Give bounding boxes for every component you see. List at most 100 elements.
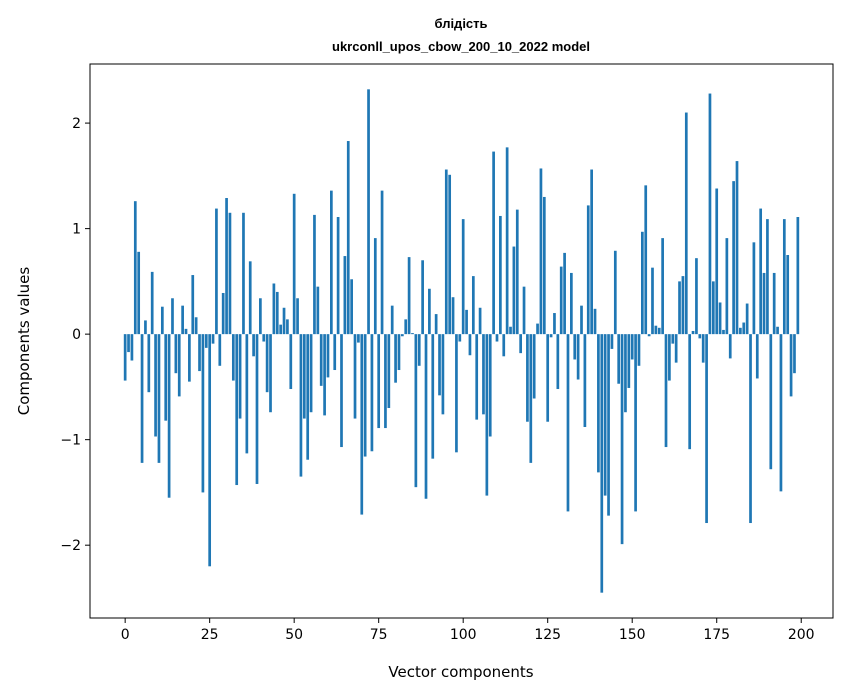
bar-87 [417,334,421,366]
bar-100 [461,219,465,335]
x-tick-label: 0 [121,627,130,643]
bar-5 [140,334,144,463]
bar-50 [292,193,296,335]
bar-44 [272,283,276,335]
bar-70 [360,334,364,515]
bar-8 [150,271,154,335]
bar-157 [654,325,658,335]
x-tick-label: 75 [370,627,388,643]
bar-18 [184,328,188,335]
bar-199 [796,217,800,335]
bar-146 [617,334,621,384]
bar-166 [684,112,688,335]
bar-14 [171,298,174,335]
bar-127 [553,313,556,335]
bar-116 [515,209,519,335]
bar-94 [441,334,445,415]
bar-123 [539,168,543,335]
bar-152 [637,334,641,366]
bar-78 [387,334,391,409]
bar-148 [624,334,627,413]
bar-124 [542,196,546,335]
bar-137 [586,205,590,335]
bar-165 [681,276,685,335]
bar-59 [323,334,326,416]
x-tick-label: 175 [703,627,730,643]
bar-65 [343,256,347,335]
bar-58 [319,334,323,386]
bar-48 [286,319,289,335]
bar-113 [505,147,509,335]
bar-177 [722,329,725,335]
bar-81 [397,334,401,371]
bar-140 [597,334,600,473]
bar-97 [451,297,455,335]
x-tick-label: 50 [285,627,303,643]
x-tick-label: 125 [534,627,561,643]
bar-1 [127,334,130,353]
chart-title-line2: ukrconll_upos_cbow_200_10_2022 model [332,39,590,54]
bar-85 [411,333,414,335]
bar-96 [448,174,452,335]
bar-171 [701,334,705,363]
bar-73 [370,334,374,452]
bar-191 [769,334,773,470]
bar-156 [651,267,654,335]
bars [123,89,800,593]
bar-158 [657,327,661,335]
bar-111 [499,215,502,335]
bar-107 [485,334,489,496]
bar-88 [421,260,424,335]
bar-56 [313,214,316,335]
bar-167 [688,334,692,450]
bar-54 [306,334,310,460]
bar-69 [357,334,360,343]
bar-108 [488,334,492,437]
bar-15 [174,334,178,374]
bar-138 [590,169,593,335]
bar-147 [620,334,624,545]
bar-16 [177,334,181,397]
bar-185 [749,334,752,524]
bar-39 [255,334,259,484]
bar-75 [377,334,381,429]
bar-23 [201,334,205,493]
bar-9 [154,334,157,437]
bar-160 [664,334,668,448]
bar-144 [610,334,614,349]
bar-103 [471,276,475,335]
x-tick-label: 100 [450,627,477,643]
bar-118 [522,286,526,335]
bar-192 [772,272,776,335]
bar-139 [593,308,597,335]
bar-179 [728,334,732,359]
bar-131 [566,334,570,512]
bar-128 [556,334,560,390]
bar-110 [495,334,499,342]
bar-187 [755,334,759,379]
x-tick-label: 200 [788,627,815,643]
bar-71 [363,334,367,457]
bar-135 [580,305,583,335]
bar-21 [194,317,198,335]
bar-188 [759,208,763,335]
bar-72 [367,89,370,335]
bar-25 [208,334,212,567]
bar-104 [475,334,479,420]
bar-122 [536,323,539,335]
bar-12 [164,334,168,421]
bar-62 [333,334,337,371]
bar-45 [275,291,279,335]
bar-106 [482,334,485,415]
bar-176 [718,302,722,335]
bar-90 [428,288,431,335]
bar-195 [782,219,786,335]
bar-142 [603,334,607,496]
bar-49 [289,334,293,390]
bar-42 [265,334,269,393]
bar-24 [204,334,208,348]
bar-153 [640,231,644,335]
bar-36 [245,334,249,454]
bar-95 [444,169,448,335]
bar-162 [671,334,675,344]
